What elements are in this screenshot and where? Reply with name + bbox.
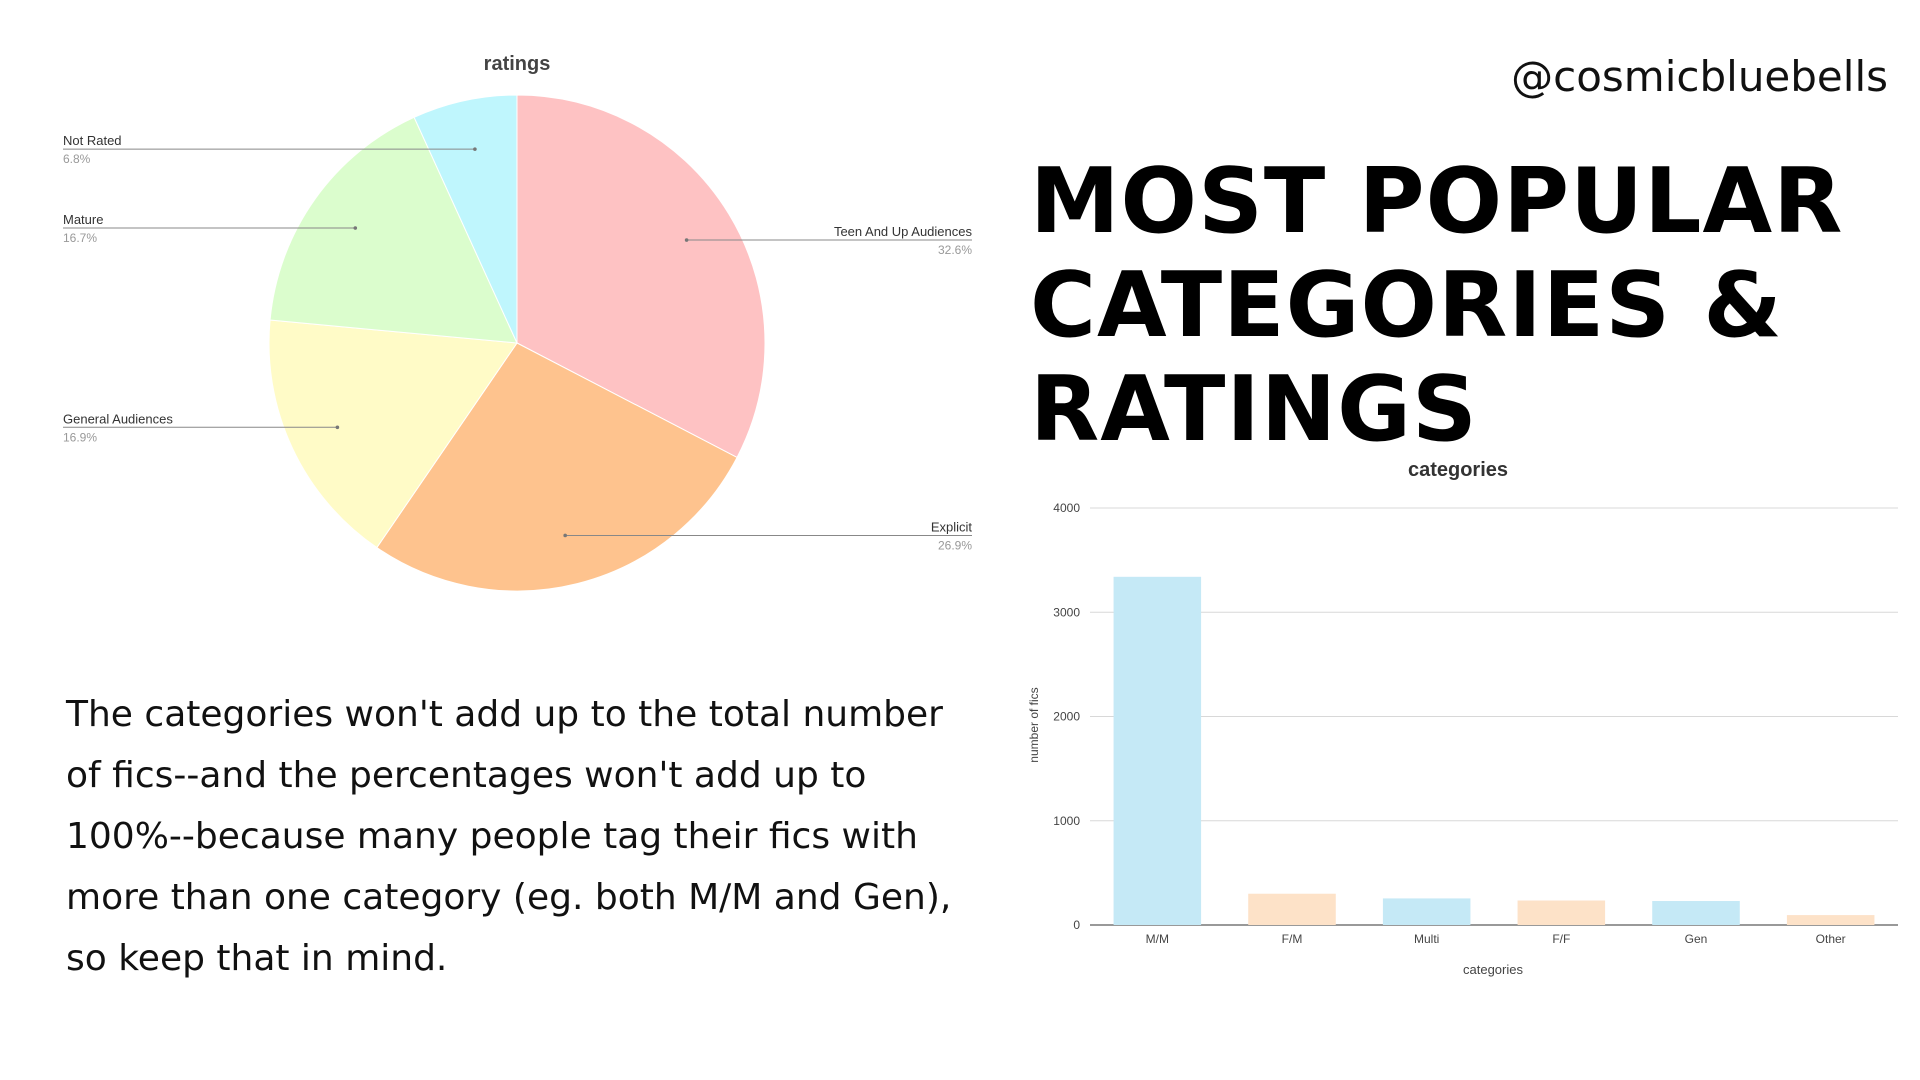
- pie-leader-dot-0: [684, 238, 689, 242]
- pie-slice-1: [376, 342, 738, 592]
- author-handle: @cosmicbluebells: [1511, 52, 1888, 101]
- pie-slice-2: [268, 319, 518, 549]
- bar-y-tick-3: 3000: [1053, 605, 1080, 619]
- bar-x-tick-0: M/M: [1146, 932, 1169, 946]
- pie-label-2: General Audiences: [63, 411, 173, 426]
- bar-1: [1248, 893, 1336, 925]
- bar-x-tick-1: F/M: [1282, 932, 1303, 946]
- pie-label-3: Mature: [63, 212, 103, 227]
- bar-5: [1786, 915, 1875, 925]
- bar-0: [1113, 576, 1202, 925]
- bar-4: [1652, 901, 1740, 925]
- bar-x-tick-5: Other: [1816, 932, 1846, 946]
- pie-slice-3: [269, 116, 518, 344]
- bar-gridlines: [1090, 507, 1898, 926]
- headline: MOST POPULAR CATEGORIES & RATINGS: [1030, 150, 1920, 462]
- bar-2: [1382, 898, 1471, 925]
- pie-percent-1: 26.9%: [938, 538, 972, 552]
- bar-bars: [1113, 576, 1875, 925]
- pie-percent-3: 16.7%: [63, 231, 97, 245]
- headline-line-2: CATEGORIES & RATINGS: [1030, 253, 1783, 462]
- bar-x-tick-2: Multi: [1414, 932, 1439, 946]
- bar-x-ticks: M/M F/M Multi F/F Gen Other: [1146, 932, 1846, 946]
- pie-label-0: Teen And Up Audiences: [834, 224, 973, 239]
- bar-x-axis-label: categories: [1463, 962, 1523, 977]
- pie-labels: Teen And Up Audiences 32.6% Explicit 26.9% G…: [63, 133, 972, 552]
- pie-label-1: Explicit: [931, 519, 973, 534]
- pie-title: ratings: [484, 53, 551, 75]
- pie-percent-2: 16.9%: [63, 430, 97, 444]
- pie-percent-0: 32.6%: [938, 243, 972, 257]
- bar-y-tick-2: 2000: [1053, 710, 1080, 724]
- headline-line-1: MOST POPULAR: [1030, 149, 1844, 254]
- pie-leader-dot-2: [335, 425, 340, 430]
- pie-label-4: Not Rated: [63, 133, 122, 148]
- bar-y-tick-0: 0: [1073, 918, 1080, 932]
- bar-y-tick-1: 1000: [1053, 814, 1080, 828]
- pie-leader-dot-4: [473, 147, 477, 151]
- bar-x-tick-4: Gen: [1685, 932, 1708, 946]
- pie-slices: [268, 94, 766, 592]
- bar-3: [1517, 900, 1606, 925]
- explanation-note: The categories won't add up to the total…: [66, 694, 952, 979]
- pie-slice-0: [516, 94, 766, 459]
- pie-leader-dot-1: [563, 533, 567, 538]
- pie-leader-dot-3: [353, 226, 358, 230]
- ratings-pie-chart: ratings Teen And Up Audiences 32.6% Explic…: [63, 53, 972, 592]
- pie-slice-4: [413, 94, 518, 344]
- pie-percent-4: 6.8%: [63, 152, 91, 166]
- bar-title: categories: [1408, 459, 1508, 481]
- bar-y-tick-4: 4000: [1053, 501, 1080, 515]
- bar-y-ticks: 0 1000 2000 3000 4000: [1053, 501, 1080, 932]
- categories-bar-chart: categories 0 1000 2000 3000 4000 M/M F/M Multi…: [1027, 459, 1898, 977]
- bar-y-axis-label: number of fics: [1027, 687, 1041, 762]
- bar-x-tick-3: F/F: [1552, 932, 1570, 946]
